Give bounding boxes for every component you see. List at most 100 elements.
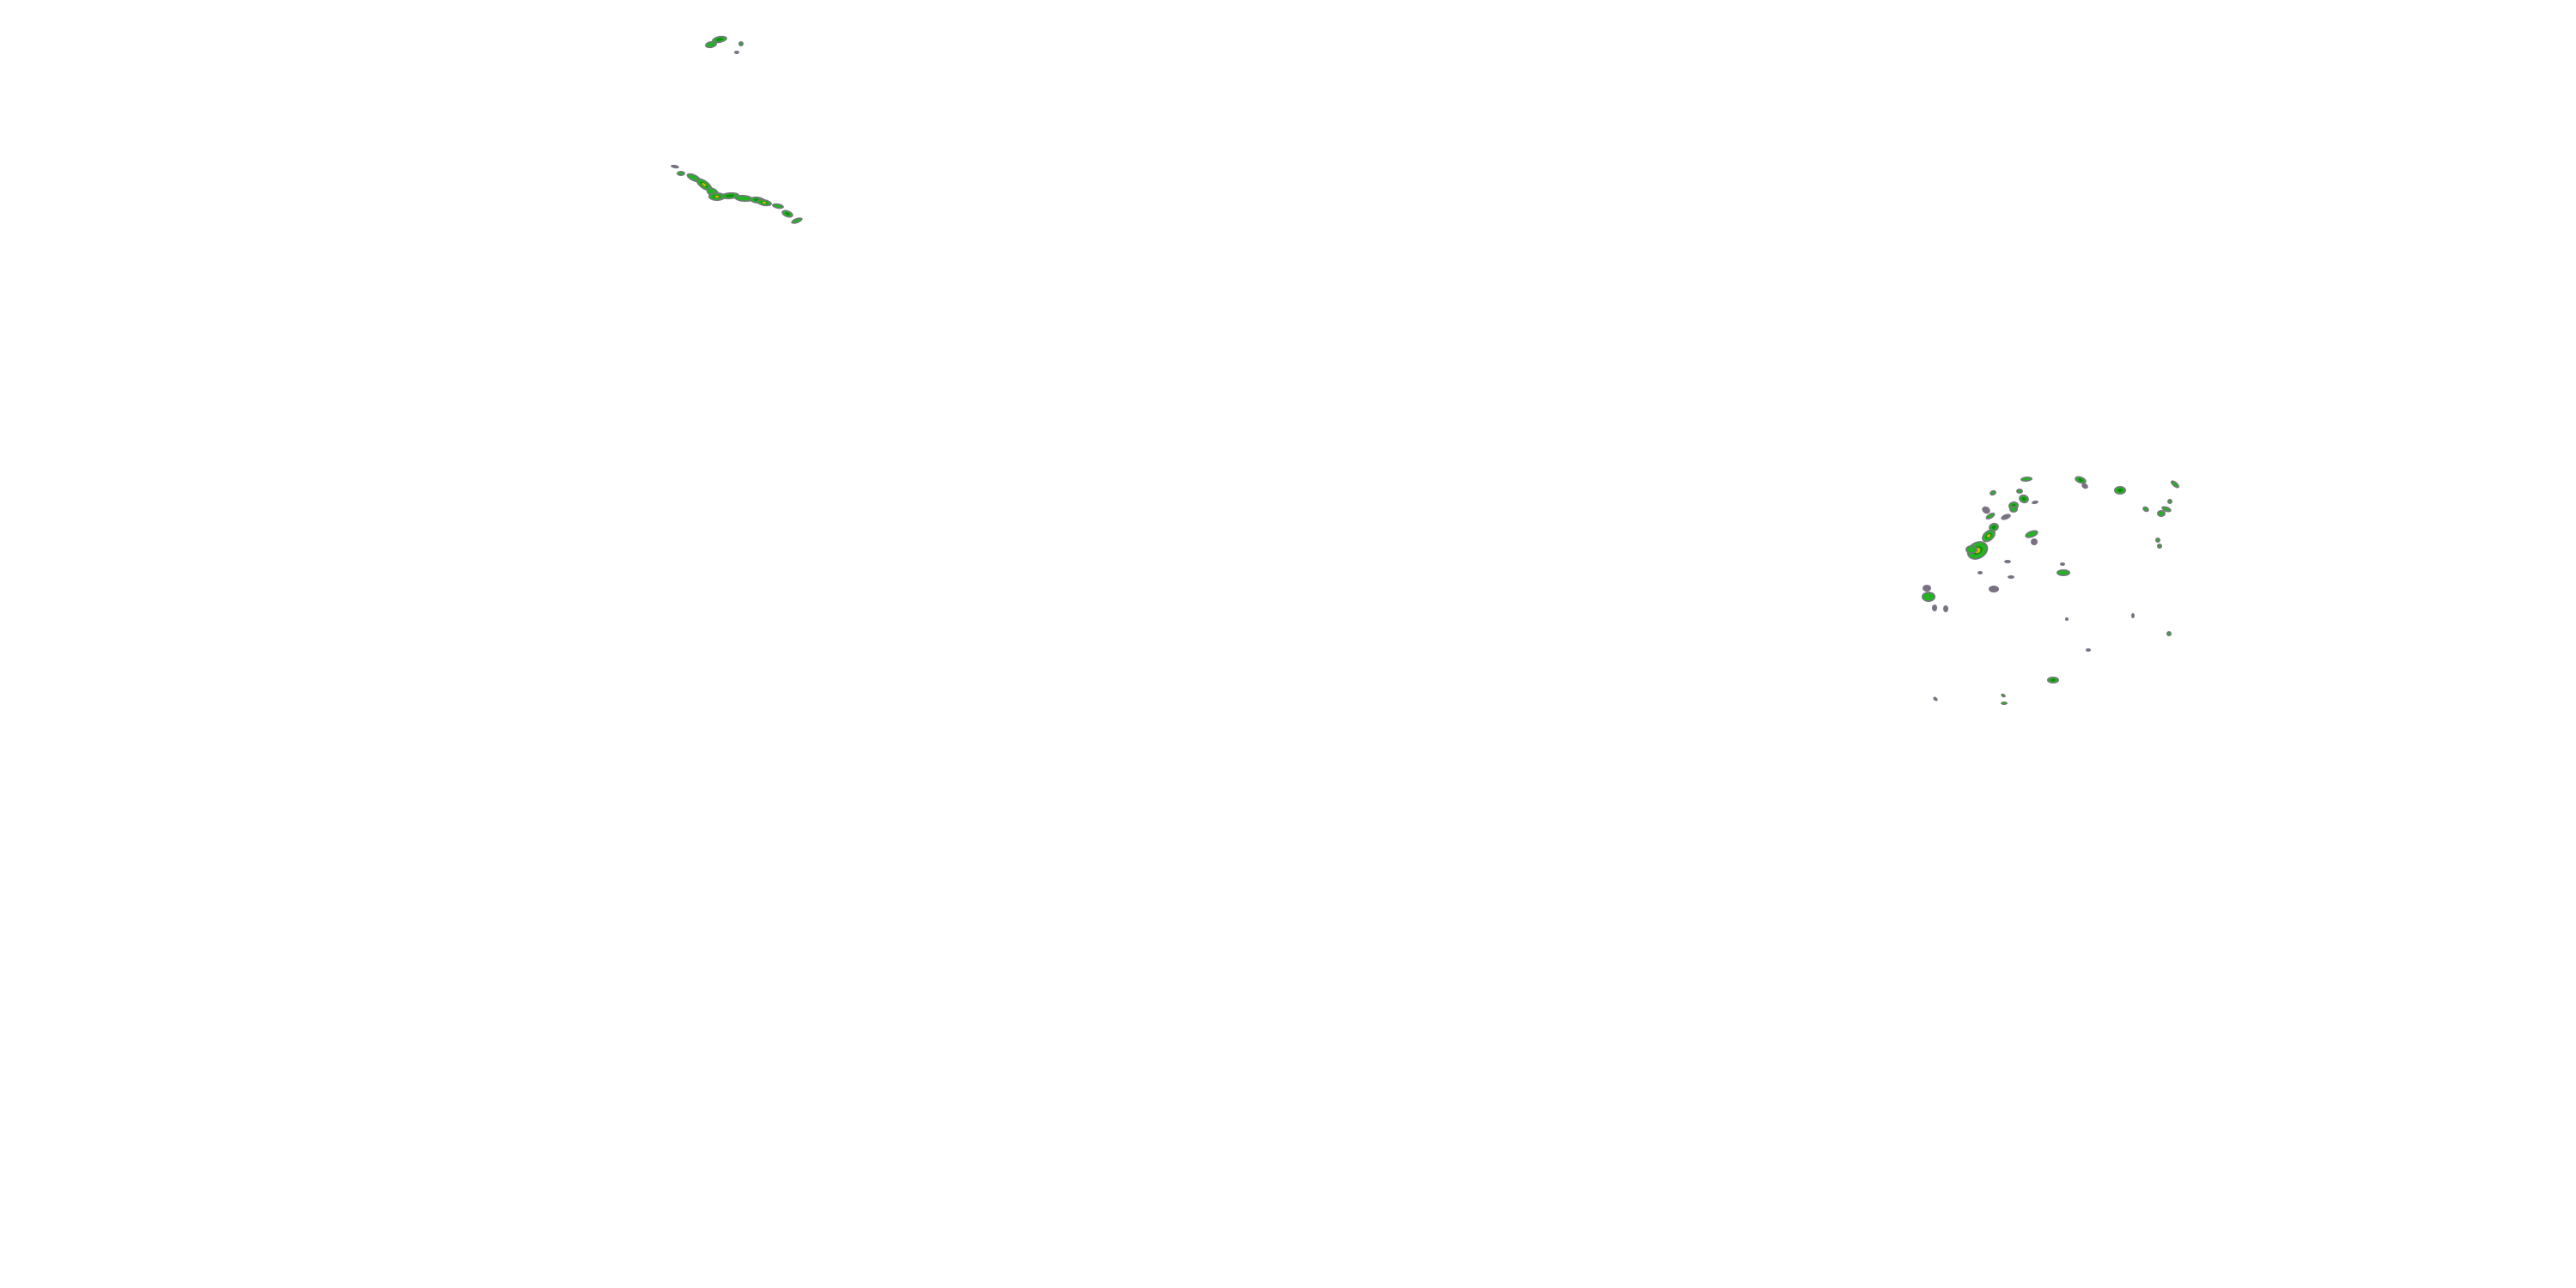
precipitation-edge bbox=[2004, 560, 2011, 563]
precipitation-edge bbox=[2001, 513, 2011, 520]
precipitation-cell bbox=[2009, 506, 2018, 513]
precipitation-cell bbox=[677, 171, 685, 176]
precipitation-edge bbox=[671, 164, 679, 169]
precipitation-light bbox=[2002, 694, 2005, 697]
precipitation-cell bbox=[705, 40, 717, 49]
precipitation-cell bbox=[2001, 702, 2008, 705]
precipitation-moderate bbox=[2078, 478, 2083, 482]
precipitation-edge bbox=[1943, 605, 1948, 612]
precipitation-edge bbox=[1933, 696, 1938, 702]
precipitation-moderate bbox=[726, 194, 734, 197]
precipitation-cell bbox=[734, 51, 739, 54]
precipitation-light bbox=[735, 196, 752, 201]
precipitation-edge bbox=[2060, 562, 2065, 566]
precipitation-light bbox=[2021, 477, 2032, 481]
precipitation-light bbox=[2156, 538, 2160, 542]
precipitation-cell bbox=[2167, 499, 2172, 504]
precipitation-cell bbox=[1943, 605, 1948, 612]
precipitation-heavy bbox=[1986, 533, 1991, 538]
precipitation-cell bbox=[1923, 585, 1931, 592]
precipitation-edge bbox=[2031, 538, 2038, 545]
precipitation-cell bbox=[2171, 480, 2179, 489]
precipitation-light bbox=[1987, 513, 1994, 519]
precipitation-cell bbox=[2008, 575, 2014, 579]
precipitation-cell bbox=[2060, 562, 2065, 566]
precipitation-edge bbox=[1982, 506, 1990, 514]
precipitation-cell bbox=[756, 198, 772, 207]
precipitation-heavy bbox=[702, 182, 707, 187]
precipitation-light bbox=[2168, 500, 2172, 503]
precipitation-cell bbox=[1985, 513, 1996, 519]
precipitation-cell bbox=[2001, 513, 2011, 520]
precipitation-moderate bbox=[2117, 489, 2123, 492]
precipitation-edge bbox=[2008, 575, 2014, 579]
precipitation-light bbox=[2017, 489, 2022, 493]
precipitation-cell bbox=[1933, 696, 1938, 702]
precipitation-light bbox=[2026, 531, 2038, 538]
precipitation-cell bbox=[2131, 613, 2135, 618]
precipitation-cell bbox=[2019, 494, 2029, 504]
precipitation-edge bbox=[2065, 617, 2069, 621]
precipitation-moderate bbox=[1991, 525, 1996, 530]
precipitation-cell bbox=[1990, 489, 1996, 496]
precipitation-moderate bbox=[785, 212, 790, 216]
precipitation-cell bbox=[772, 203, 784, 210]
precipitation-light bbox=[1966, 546, 1977, 553]
precipitation-cell bbox=[2004, 560, 2011, 563]
precipitation-edge bbox=[2086, 648, 2091, 652]
precipitation-light bbox=[2143, 507, 2148, 511]
precipitation-light bbox=[773, 204, 783, 208]
precipitation-light bbox=[677, 172, 684, 175]
precipitation-cell bbox=[1932, 605, 1937, 611]
precipitation-cell bbox=[791, 217, 803, 224]
precipitation-light bbox=[1990, 491, 1996, 495]
precipitation-light bbox=[2172, 481, 2178, 488]
precipitation-cell bbox=[2155, 538, 2160, 543]
precipitation-cell bbox=[1989, 522, 1999, 532]
precipitation-cell bbox=[2032, 500, 2038, 505]
precipitation-light bbox=[1923, 592, 1935, 601]
precipitation-cell bbox=[2081, 483, 2088, 489]
precipitation-edge bbox=[1978, 571, 1983, 574]
precipitation-cell bbox=[2114, 486, 2126, 495]
precipitation-light bbox=[2002, 702, 2007, 704]
precipitation-edge bbox=[2032, 500, 2038, 505]
precipitation-light bbox=[739, 42, 743, 46]
precipitation-cell bbox=[2020, 476, 2032, 483]
precipitation-cell bbox=[2016, 489, 2023, 494]
precipitation-edge bbox=[1923, 585, 1931, 592]
precipitation-cell bbox=[2157, 544, 2162, 549]
precipitation-light bbox=[792, 218, 802, 223]
precipitation-cell bbox=[2086, 648, 2091, 652]
precipitation-cell bbox=[1978, 571, 1983, 574]
precipitation-cell bbox=[2047, 677, 2059, 683]
precipitation-light bbox=[2162, 507, 2171, 512]
precipitation-cell bbox=[1989, 586, 1999, 592]
precipitation-moderate bbox=[2050, 678, 2056, 682]
precipitation-cell bbox=[708, 192, 726, 201]
precipitation-moderate bbox=[2021, 496, 2026, 501]
precipitation-cell bbox=[2025, 530, 2038, 538]
precipitation-light bbox=[2158, 511, 2165, 516]
precipitation-cell bbox=[1922, 592, 1935, 602]
precipitation-edge bbox=[2131, 613, 2135, 618]
precipitation-light bbox=[2167, 632, 2171, 635]
precipitation-layer bbox=[671, 35, 2179, 705]
precipitation-edge bbox=[1989, 586, 1999, 592]
precipitation-edge bbox=[1932, 605, 1937, 611]
precipitation-cell bbox=[671, 164, 679, 169]
precipitation-cell bbox=[2001, 693, 2006, 698]
precipitation-cell bbox=[738, 41, 744, 46]
precipitation-cell bbox=[712, 35, 727, 44]
precipitation-light bbox=[706, 42, 716, 47]
precipitation-heavy bbox=[762, 201, 767, 204]
precipitation-cell bbox=[1965, 545, 1978, 554]
precipitation-cell bbox=[2031, 538, 2038, 545]
precipitation-cell bbox=[2166, 631, 2172, 636]
precipitation-cell bbox=[2157, 510, 2166, 517]
precipitation-cell bbox=[2161, 506, 2172, 513]
precipitation-cell bbox=[2057, 569, 2070, 576]
precipitation-moderate bbox=[716, 38, 723, 41]
precipitation-cell bbox=[2075, 476, 2087, 484]
